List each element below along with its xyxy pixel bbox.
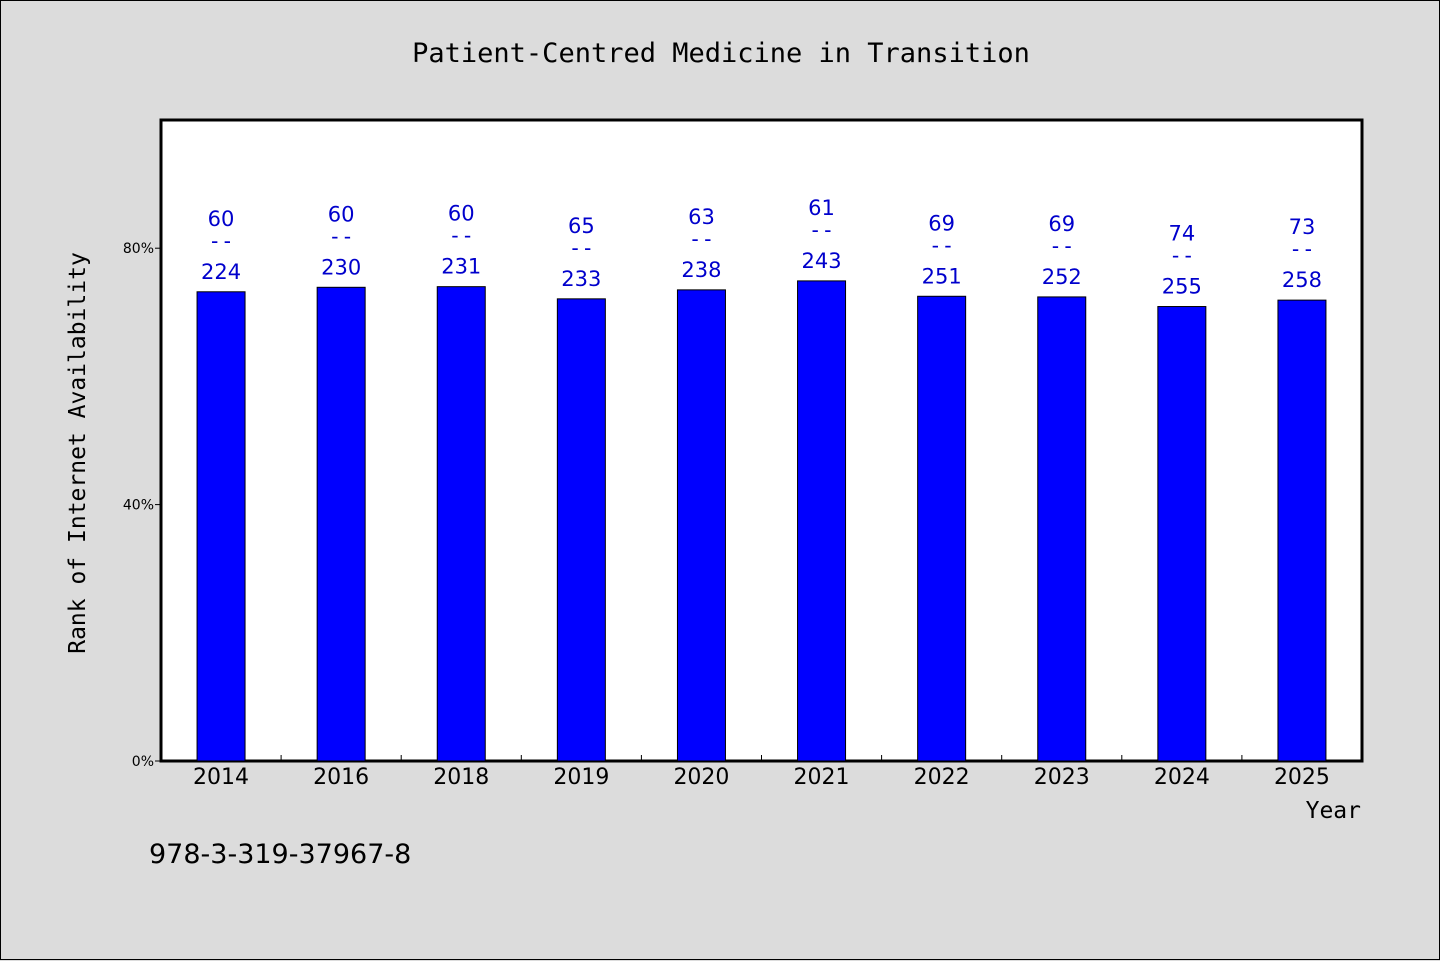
- x-tick-label: 2016: [313, 765, 369, 790]
- x-tick-label: 2024: [1154, 765, 1210, 790]
- data-label-denominator: 233: [561, 267, 601, 291]
- x-axis-label: Year: [1306, 798, 1361, 824]
- x-tick-label: 2019: [553, 765, 609, 790]
- data-label-separator: --: [689, 227, 714, 251]
- data-label-numerator: 63: [688, 205, 715, 229]
- data-label-denominator: 251: [922, 264, 962, 288]
- bar-2019: [556, 298, 606, 762]
- y-axis: 0% 40% 80%: [123, 241, 161, 770]
- data-label-separator: --: [449, 224, 474, 248]
- bar-2014: [196, 291, 246, 762]
- x-tick-label: 2025: [1274, 765, 1330, 790]
- bar-2016: [316, 286, 366, 762]
- data-label-separator: --: [1169, 244, 1194, 268]
- x-tick-label: 2021: [794, 765, 850, 790]
- data-label-denominator: 255: [1162, 275, 1202, 299]
- bar-2025: [1277, 299, 1327, 762]
- x-tick-label: 2023: [1034, 765, 1090, 790]
- data-label-numerator: 61: [808, 196, 835, 220]
- x-tick-label: 2020: [673, 765, 729, 790]
- data-label-separator: --: [1049, 234, 1074, 258]
- data-label-separator: --: [329, 224, 354, 248]
- data-label-numerator: 60: [448, 202, 475, 226]
- data-label-separator: --: [929, 233, 954, 257]
- y-tick-label: 80%: [123, 241, 154, 257]
- bar-2022: [917, 295, 967, 762]
- chart-title: Patient-Centred Medicine in Transition: [412, 38, 1030, 69]
- bar-2018: [436, 286, 486, 762]
- data-label-numerator: 69: [1048, 212, 1075, 236]
- isbn-text: 978-3-319-37967-8: [149, 839, 411, 870]
- data-labels-layer: 60--22460--23060--23165--23363--23861--2…: [201, 196, 1322, 299]
- data-label-denominator: 231: [441, 255, 481, 279]
- bar-2020: [676, 289, 726, 762]
- x-tick-label: 2014: [193, 765, 249, 790]
- data-label-denominator: 230: [321, 255, 361, 279]
- x-axis: 2014 2016 2018 2019 2020 2021 2022 2023 2024 2025: [193, 755, 1330, 790]
- data-label-numerator: 69: [928, 211, 955, 235]
- data-label-denominator: 252: [1042, 265, 1082, 289]
- x-tick-label: 2018: [433, 765, 489, 790]
- data-label-denominator: 238: [681, 258, 721, 282]
- bar-2024: [1157, 306, 1207, 762]
- bar-2021: [797, 280, 847, 762]
- data-label-denominator: 258: [1282, 268, 1322, 292]
- data-label-denominator: 243: [802, 249, 842, 273]
- x-tick-label: 2022: [914, 765, 970, 790]
- bars-layer: [196, 280, 1327, 762]
- data-label-numerator: 73: [1289, 215, 1316, 239]
- data-label-numerator: 60: [328, 202, 355, 226]
- y-axis-label: Rank of Internet Availability: [65, 252, 91, 654]
- data-label-separator: --: [569, 236, 594, 260]
- data-label-numerator: 65: [568, 214, 595, 238]
- data-label-separator: --: [208, 229, 233, 253]
- data-label-separator: --: [809, 218, 834, 242]
- y-tick-label: 0%: [132, 754, 154, 770]
- bar-2023: [1037, 296, 1087, 762]
- y-tick-label: 40%: [123, 498, 154, 514]
- data-label-denominator: 224: [201, 260, 241, 284]
- data-label-numerator: 60: [208, 207, 235, 231]
- data-label-separator: --: [1289, 237, 1314, 261]
- data-label-numerator: 74: [1168, 222, 1195, 246]
